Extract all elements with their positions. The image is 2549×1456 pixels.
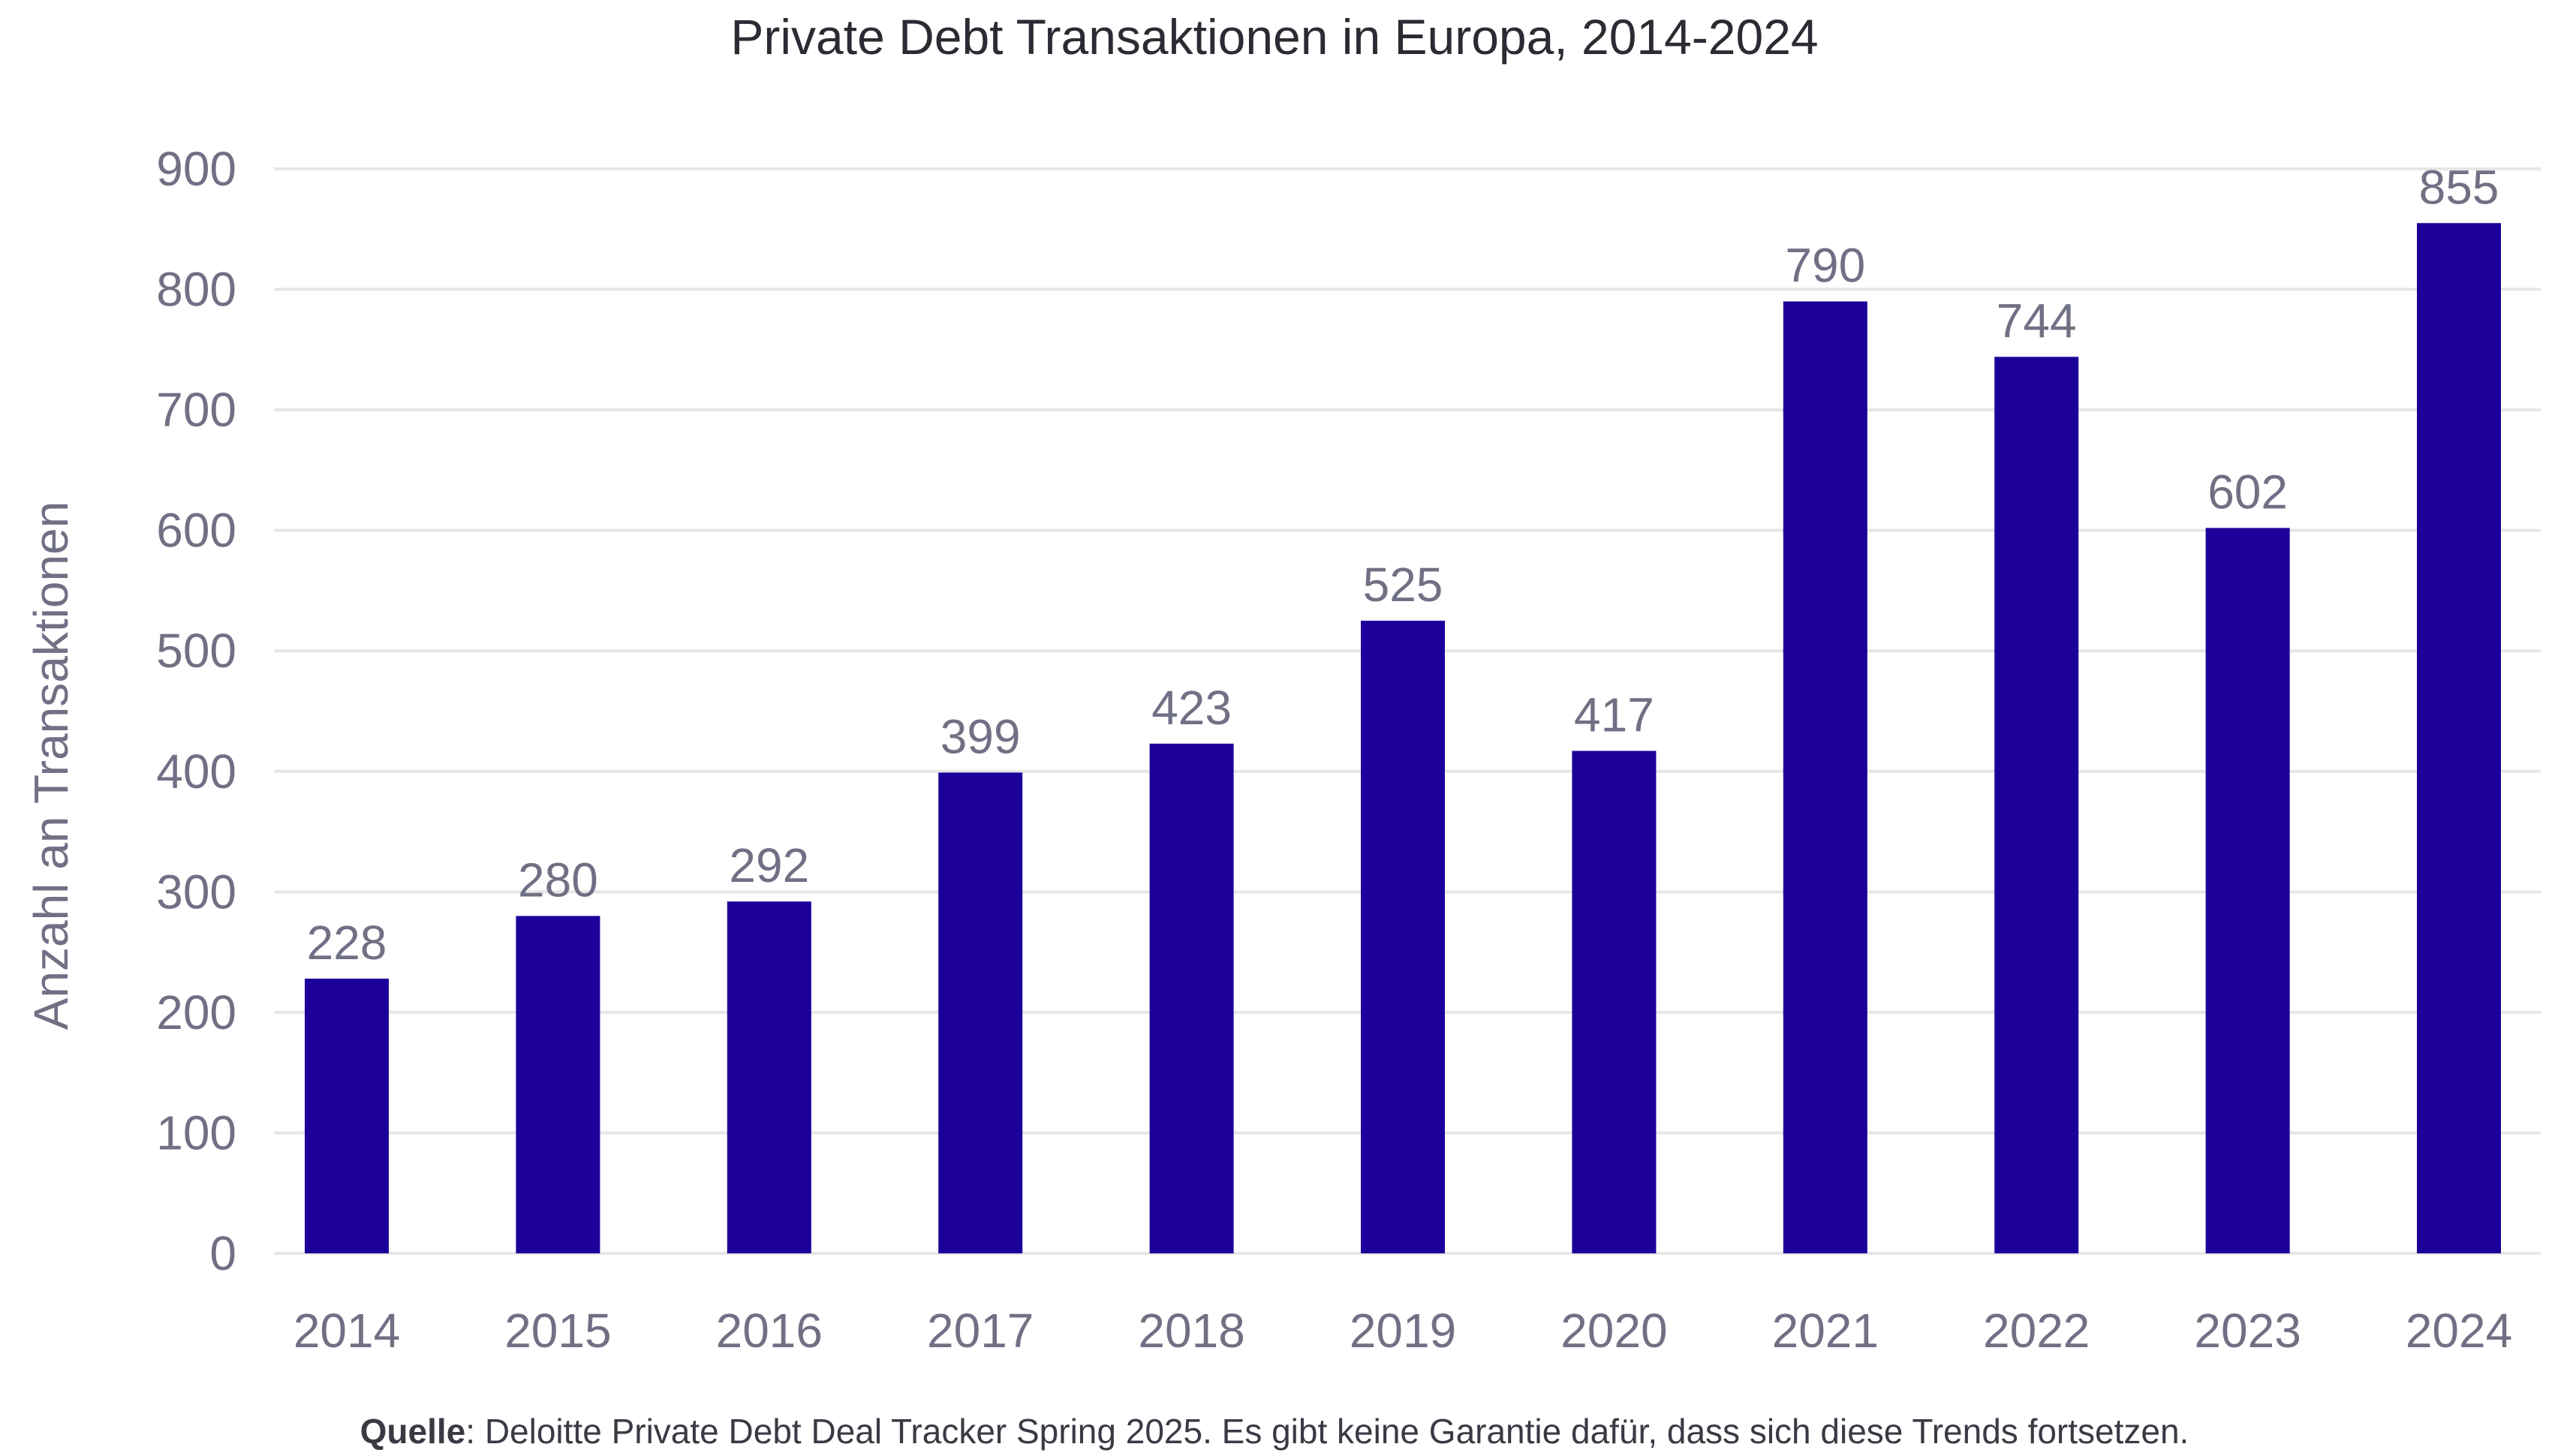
bar-2023 (2205, 528, 2290, 1253)
bars (305, 223, 2501, 1254)
y-tick-label-400: 400 (156, 745, 236, 799)
x-tick-label-2022: 2022 (1983, 1304, 2090, 1358)
y-tick-label-100: 100 (156, 1106, 236, 1160)
y-tick-label-700: 700 (156, 383, 236, 437)
x-tick-label-2024: 2024 (2406, 1304, 2512, 1358)
x-tick-label-2020: 2020 (1560, 1304, 1667, 1358)
bar-2021 (1783, 301, 1867, 1254)
x-tick-label-2016: 2016 (716, 1304, 823, 1358)
data-label-2017: 399 (940, 709, 1021, 763)
y-tick-label-500: 500 (156, 624, 236, 678)
x-tick-label-2014: 2014 (293, 1304, 400, 1358)
x-axis-ticks: 2014 2015 2016 2017 2018 2019 2020 2021 2022 2023… (293, 1304, 2512, 1358)
data-label-2023: 602 (2207, 465, 2288, 519)
x-tick-label-2017: 2017 (927, 1304, 1034, 1358)
x-tick-label-2023: 2023 (2194, 1304, 2301, 1358)
bar-2014 (305, 978, 389, 1253)
data-label-2018: 423 (1151, 681, 1232, 735)
bar-2020 (1572, 751, 1657, 1253)
y-tick-label-0: 0 (209, 1226, 236, 1280)
bar-2015 (516, 916, 600, 1253)
bar-2022 (1994, 356, 2079, 1253)
y-tick-label-800: 800 (156, 263, 236, 317)
y-tick-label-600: 600 (156, 504, 236, 558)
bar-2024 (2417, 223, 2501, 1253)
y-tick-label-200: 200 (156, 985, 236, 1039)
x-tick-label-2015: 2015 (504, 1304, 611, 1358)
source-note: Quelle: Deloitte Private Debt Deal Track… (0, 1411, 2549, 1451)
bar-2018 (1149, 743, 1234, 1253)
data-label-2020: 417 (1574, 687, 1654, 742)
data-label-2024: 855 (2419, 160, 2499, 214)
data-label-2019: 525 (1363, 558, 1443, 612)
source-label: Quelle (360, 1412, 466, 1451)
y-tick-label-900: 900 (156, 142, 236, 196)
data-label-2016: 292 (729, 838, 809, 892)
y-axis-ticks: 0 100 200 300 400 500 600 700 800 900 (156, 142, 236, 1280)
bar-2016 (727, 901, 811, 1253)
x-tick-label-2021: 2021 (1772, 1304, 1879, 1358)
chart-title: Private Debt Transaktionen in Europa, 20… (730, 9, 1818, 65)
data-labels: 228 280 292 399 423 525 417 790 744 602 855 (307, 160, 2499, 970)
x-tick-label-2018: 2018 (1138, 1304, 1244, 1358)
data-label-2015: 280 (518, 853, 598, 907)
source-text: : Deloitte Private Debt Deal Tracker Spr… (465, 1412, 2189, 1451)
bar-2019 (1361, 621, 1445, 1253)
y-axis-title: Anzahl an Transaktionen (24, 501, 78, 1030)
bar-2017 (938, 772, 1023, 1253)
data-label-2022: 744 (1997, 293, 2077, 347)
data-label-2014: 228 (307, 916, 387, 970)
y-tick-label-300: 300 (156, 865, 236, 919)
data-label-2021: 790 (1785, 239, 1865, 293)
x-tick-label-2019: 2019 (1350, 1304, 1456, 1358)
